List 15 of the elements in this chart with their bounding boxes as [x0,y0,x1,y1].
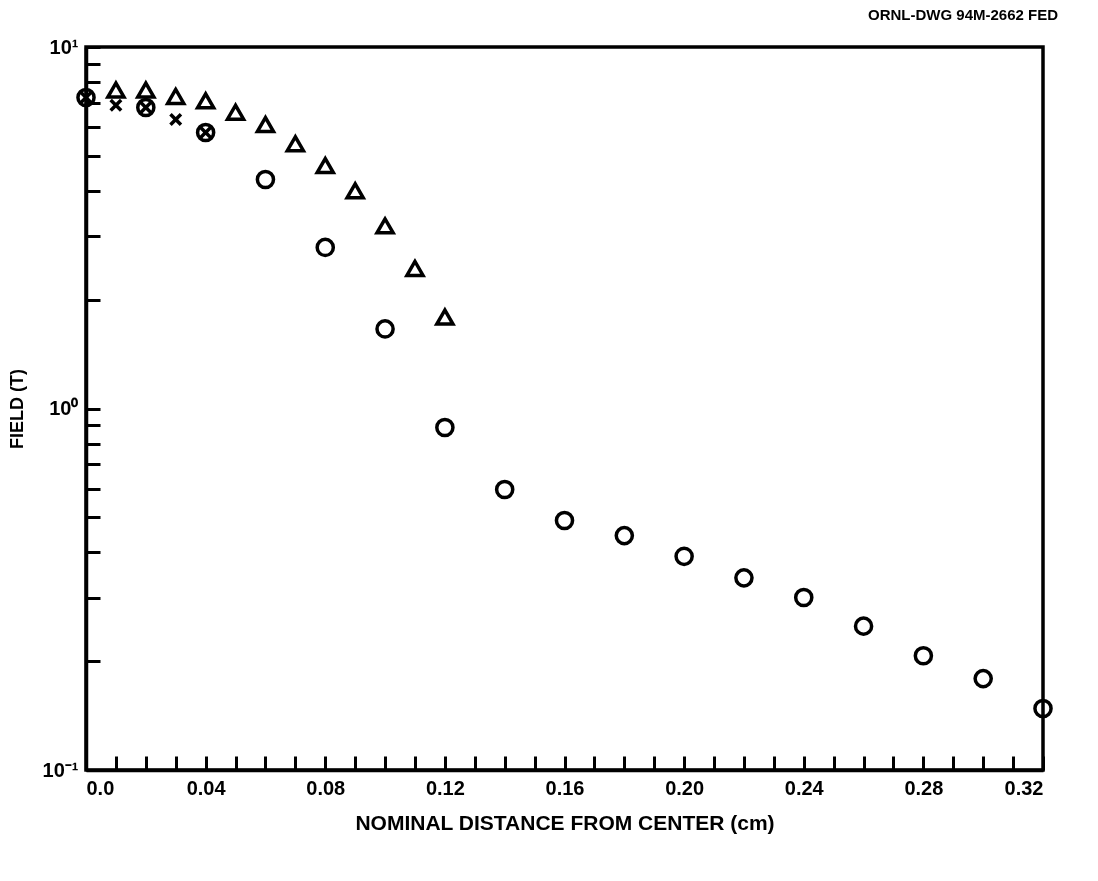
text: ORNL-DWG 94M-2662 FED [868,6,1059,23]
y-axis-title: FIELD (T) [6,369,27,449]
x-tick-label: 0.12 [425,776,465,799]
x-tick-label: 0.32 [1004,776,1044,799]
x-tick-label: 0.20 [665,776,705,799]
y-tick-label: 10⁰ [49,397,79,419]
x-tick-label: 0.08 [306,776,346,799]
x-axis-title: NOMINAL DISTANCE FROM CENTER (cm) [355,810,775,834]
x-tick-label: 0.28 [904,776,944,799]
y-tick-label: 10⁻¹ [42,758,79,781]
x-tick-label: 0.04 [186,776,227,799]
x-tick-label: 0.0 [86,776,115,799]
x-tick-label: 0.16 [545,776,585,799]
x-tick-label: 0.24 [784,776,825,799]
y-tick-label: 10¹ [49,35,79,58]
